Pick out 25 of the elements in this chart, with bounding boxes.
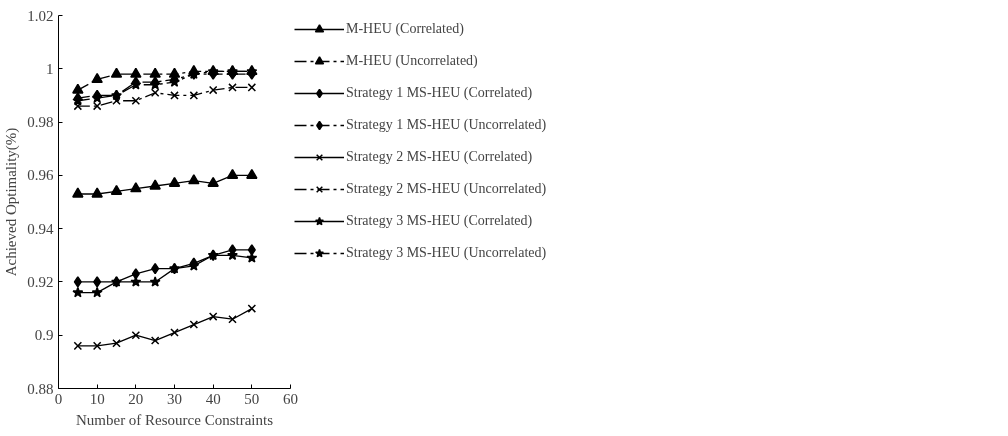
y-tick-label: 0.88	[27, 380, 54, 397]
y-tick-label: 1	[46, 60, 54, 77]
legend-label: Strategy 3 MS-HEU (Uncorrelated)	[346, 245, 547, 261]
y-tick-label: 0.98	[27, 114, 54, 131]
legend-label: Strategy 2 MS-HEU (Correlated)	[346, 149, 533, 165]
x-axis-title: Number of Resource Constraints	[75, 411, 274, 428]
x-tick-label: 60	[283, 390, 298, 407]
legend-label: M-HEU (Correlated)	[346, 21, 464, 37]
x-tick-label: 20	[128, 390, 144, 407]
x-tick-label: 40	[205, 390, 221, 407]
y-tick-label: 0.94	[27, 220, 54, 237]
x-tick-label: 50	[244, 390, 260, 407]
y-tick-label: 0.9	[34, 327, 54, 344]
legend-label: Strategy 1 MS-HEU (Uncorrelated)	[346, 117, 547, 133]
legend-label: Strategy 3 MS-HEU (Correlated)	[346, 213, 533, 229]
x-tick-label: 0	[54, 390, 63, 407]
y-tick-label: 0.96	[27, 167, 54, 184]
y-axis-title: Achieved Optimality(%)	[3, 127, 21, 277]
x-tick-label: 10	[89, 390, 105, 407]
y-tick-label: 1.02	[27, 7, 54, 24]
legend-label: Strategy 1 MS-HEU (Correlated)	[346, 85, 533, 101]
legend-label: M-HEU (Uncorrelated)	[346, 53, 478, 69]
y-tick-label: 0.92	[27, 273, 54, 290]
x-tick-label: 30	[167, 390, 182, 407]
legend-label: Strategy 2 MS-HEU (Uncorrelated)	[346, 181, 547, 197]
